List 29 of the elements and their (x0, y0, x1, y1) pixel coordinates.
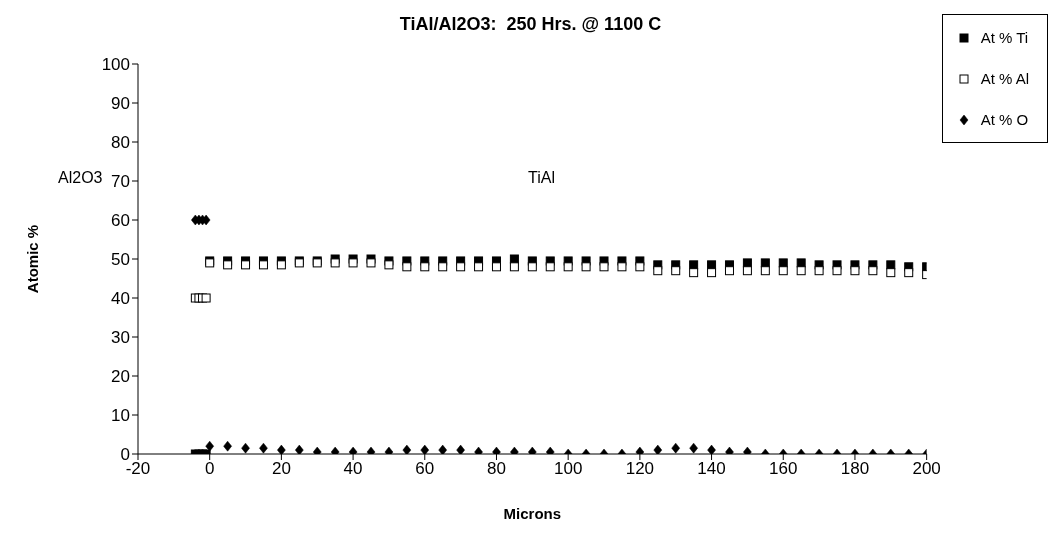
legend-label: At % Al (980, 70, 1029, 87)
y-tick-label: 80 (111, 133, 130, 153)
x-tick-label: 20 (271, 459, 291, 479)
y-tick-label: 60 (111, 211, 130, 231)
y-tick-label: 100 (101, 55, 130, 75)
chart-title: TiAl/Al2O3: 250 Hrs. @ 1100 C (399, 14, 662, 34)
x-tick-label: 60 (415, 459, 435, 479)
y-tick-label: 30 (111, 328, 130, 348)
x-tick-label: 180 (840, 459, 870, 479)
y-tick-label: 10 (111, 406, 130, 426)
x-tick-label: 120 (625, 459, 655, 479)
x-tick-label: 100 (553, 459, 583, 479)
legend-label: At % Ti (980, 29, 1029, 46)
y-axis-title: Atomic % (24, 224, 42, 294)
x-tick-label: 140 (697, 459, 726, 479)
y-tick-label: 90 (111, 94, 130, 114)
y-tick-label: 40 (111, 289, 130, 309)
text: Al2O3 (58, 169, 103, 187)
x-tick-label: 160 (769, 459, 798, 479)
y-tick-label: 50 (111, 250, 130, 270)
annotation: TiAl (528, 169, 555, 187)
y-tick-label: 20 (111, 367, 130, 387)
y-tick-label: 70 (111, 172, 130, 192)
legend-label: At % O (980, 111, 1029, 128)
x-tick-label: 0 (204, 459, 215, 479)
x-tick-label: 40 (343, 459, 363, 479)
x-tick-label: 80 (487, 459, 506, 479)
x-axis-title: Microns (503, 505, 562, 522)
x-tick-label: 200 (912, 459, 941, 479)
